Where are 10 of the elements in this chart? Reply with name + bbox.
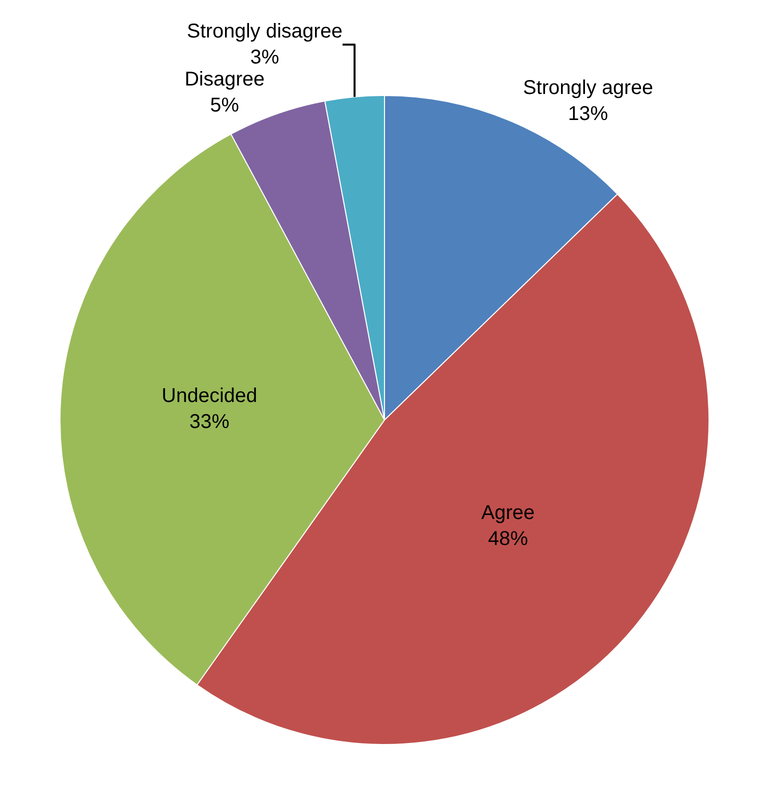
data-label: 33% [189,411,230,434]
data-label: 5% [210,94,240,117]
slice-label: Strongly disagree [186,20,343,43]
slice-label: Undecided [162,385,258,408]
data-label: 3% [250,46,280,69]
slice-label: Strongly agree [522,76,654,99]
data-label: 48% [488,528,528,550]
slice-label: Disagree [184,68,265,91]
slice-label: Agree [481,502,535,524]
data-label: 13% [568,102,608,125]
